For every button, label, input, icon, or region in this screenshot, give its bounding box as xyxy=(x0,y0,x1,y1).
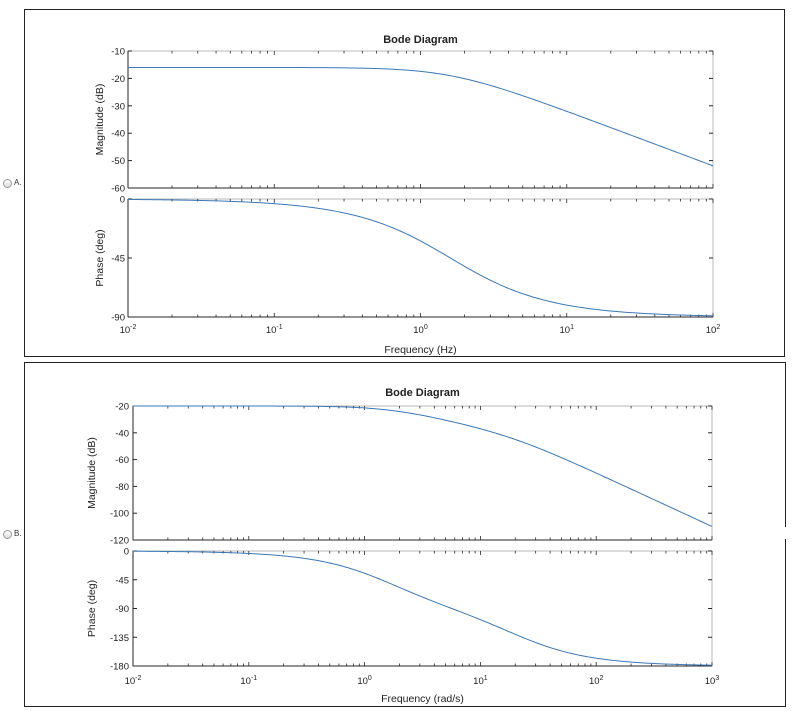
bode-chart-a: Bode Diagram-10-20-30-40-50-60Magnitude … xyxy=(94,34,720,357)
y-tick-label: -50 xyxy=(111,156,125,167)
x-tick-exponent: -1 xyxy=(276,324,282,331)
y-tick-label: -60 xyxy=(115,455,129,466)
plot-frame xyxy=(132,405,713,541)
y-tick-label: -80 xyxy=(115,482,129,493)
x-tick-base: 10 xyxy=(473,676,484,687)
y-tick-label: -10 xyxy=(111,47,125,58)
bode-chart-b: Bode Diagram-20-40-60-80-100-120Magnitud… xyxy=(86,387,719,706)
phase-ylabel: Phase (deg) xyxy=(94,229,106,286)
x-tick-label: 10-1 xyxy=(240,675,257,687)
y-tick-label: -180 xyxy=(110,662,129,673)
chart-title: Bode Diagram xyxy=(383,34,458,46)
y-tick-label: -40 xyxy=(115,428,129,439)
option-b-label: B. xyxy=(14,529,22,538)
x-axis-label: Frequency (rad/s) xyxy=(381,693,464,705)
magnitude-panel: -10 -20 -30 -40 -50 -60 Magnitude (dB) xyxy=(94,47,714,195)
magnitude-panel: -20 -40 -60 -80 -100 -120 Magnitude (dB) xyxy=(86,402,713,547)
chart-title: Bode Diagram xyxy=(385,387,460,399)
phase-curve xyxy=(132,550,713,666)
y-tick-label: -120 xyxy=(110,536,129,547)
x-tick-exponent: -1 xyxy=(251,675,257,682)
x-tick-exponent: 0 xyxy=(368,675,372,682)
y-tick-label: -45 xyxy=(115,575,129,586)
y-tick-label: -90 xyxy=(115,604,129,615)
x-tick-exponent: 1 xyxy=(484,675,488,682)
x-tick-exponent: 2 xyxy=(716,324,720,331)
y-tick-label: -100 xyxy=(110,509,129,520)
x-tick-label: 100 xyxy=(413,324,428,336)
bode-figure-a: Bode Diagram -10 -20 -30 -40 -50 -60 Magnitude … xyxy=(24,9,785,357)
y-tick-label: 0 xyxy=(124,547,129,558)
y-tick-label: 0 xyxy=(120,195,125,206)
y-tick-label: -135 xyxy=(110,633,129,644)
x-tick-label: 102 xyxy=(589,675,604,687)
phase-curve xyxy=(127,198,714,317)
x-tick-base: 10 xyxy=(266,325,277,336)
option-b-radio[interactable] xyxy=(3,530,12,539)
x-tick-label: 101 xyxy=(560,324,575,336)
x-tick-base: 10 xyxy=(125,676,136,687)
y-tick-label: -20 xyxy=(111,74,125,85)
x-tick-label: 10-2 xyxy=(120,324,137,336)
x-tick-base: 10 xyxy=(357,676,368,687)
y-tick-label: -90 xyxy=(111,313,125,324)
x-tick-base: 10 xyxy=(589,676,600,687)
x-tick-exponent: 1 xyxy=(570,324,574,331)
x-axis-label: Frequency (Hz) xyxy=(384,344,456,356)
x-tick-label: 10-1 xyxy=(266,324,283,336)
y-tick-label: -30 xyxy=(111,101,125,112)
x-tick-label: 103 xyxy=(705,675,720,687)
x-tick-base: 10 xyxy=(706,325,717,336)
phase-ylabel: Phase (deg) xyxy=(86,580,98,637)
border-gap xyxy=(784,527,788,539)
y-tick-label: -40 xyxy=(111,129,125,140)
plot-frame xyxy=(132,550,713,667)
x-tick-label: 100 xyxy=(357,675,372,687)
x-tick-exponent: 2 xyxy=(600,675,604,682)
magnitude-curve xyxy=(128,66,714,167)
option-a-radio[interactable] xyxy=(3,179,12,188)
x-tick-label: 102 xyxy=(706,324,721,336)
magnitude-ylabel: Magnitude (dB) xyxy=(94,84,106,156)
x-tick-label: 101 xyxy=(473,675,488,687)
y-tick-label: -45 xyxy=(111,254,125,265)
x-tick-exponent: 3 xyxy=(715,675,719,682)
magnitude-curve xyxy=(133,405,713,527)
plot-frame xyxy=(127,198,714,318)
x-tick-base: 10 xyxy=(240,676,251,687)
x-tick-base: 10 xyxy=(120,325,131,336)
option-a-label: A. xyxy=(14,178,22,187)
x-tick-base: 10 xyxy=(705,676,716,687)
x-tick-base: 10 xyxy=(560,325,571,336)
y-tick-label: -60 xyxy=(111,184,125,195)
x-tick-exponent: 0 xyxy=(424,324,428,331)
magnitude-ylabel: Magnitude (dB) xyxy=(86,437,98,509)
x-tick-exponent: -2 xyxy=(135,675,141,682)
y-tick-label: -20 xyxy=(115,402,129,413)
bode-figure-b: Bode Diagram -20 -40 -60 -80 -100 -120 Magnitud… xyxy=(24,362,786,707)
x-tick-label: 10-2 xyxy=(125,675,142,687)
x-tick-exponent: -2 xyxy=(130,324,136,331)
x-tick-base: 10 xyxy=(413,325,424,336)
